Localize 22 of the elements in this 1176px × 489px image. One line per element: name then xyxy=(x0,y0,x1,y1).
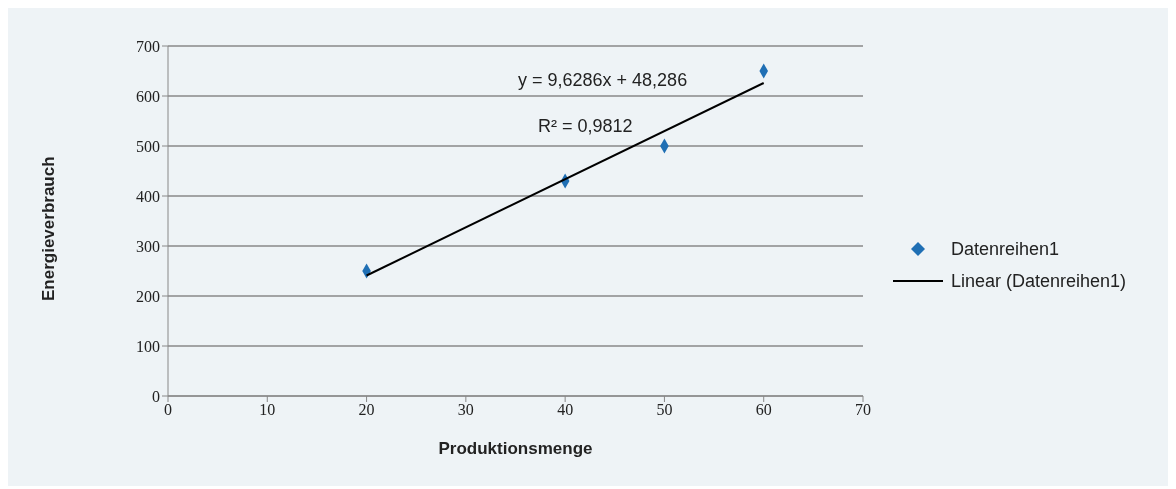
y-tick-label: 200 xyxy=(136,287,160,305)
x-axis-title: Produktionsmenge xyxy=(438,439,593,458)
annotation: y = 9,6286x + 48,286 xyxy=(518,70,688,91)
y-tick-label: 700 xyxy=(136,37,160,55)
y-axis-title: Energieverbrauch xyxy=(39,156,59,301)
y-tick-label: 500 xyxy=(136,137,160,155)
x-tick-label: 60 xyxy=(755,401,772,419)
x-tick-label: 20 xyxy=(358,401,375,419)
y-tick-label: 0 xyxy=(152,387,160,405)
legend-label: Datenreihen1 xyxy=(951,238,1060,260)
x-tick-label: 30 xyxy=(457,401,474,419)
x-tick-label: 50 xyxy=(656,401,673,419)
x-tick-label: 10 xyxy=(259,401,276,419)
x-tick-label: 70 xyxy=(855,401,871,419)
y-tick-label: 400 xyxy=(136,187,160,205)
x-tick-label: 0 xyxy=(164,401,172,419)
x-tick-label: 40 xyxy=(557,401,574,419)
y-tick-label: 300 xyxy=(136,237,160,255)
y-tick-label: 100 xyxy=(136,337,160,355)
legend-label: Linear (Datenreihen1) xyxy=(951,270,1127,292)
y-tick-label: 600 xyxy=(136,87,160,105)
annotation: R² = 0,9812 xyxy=(538,116,633,137)
